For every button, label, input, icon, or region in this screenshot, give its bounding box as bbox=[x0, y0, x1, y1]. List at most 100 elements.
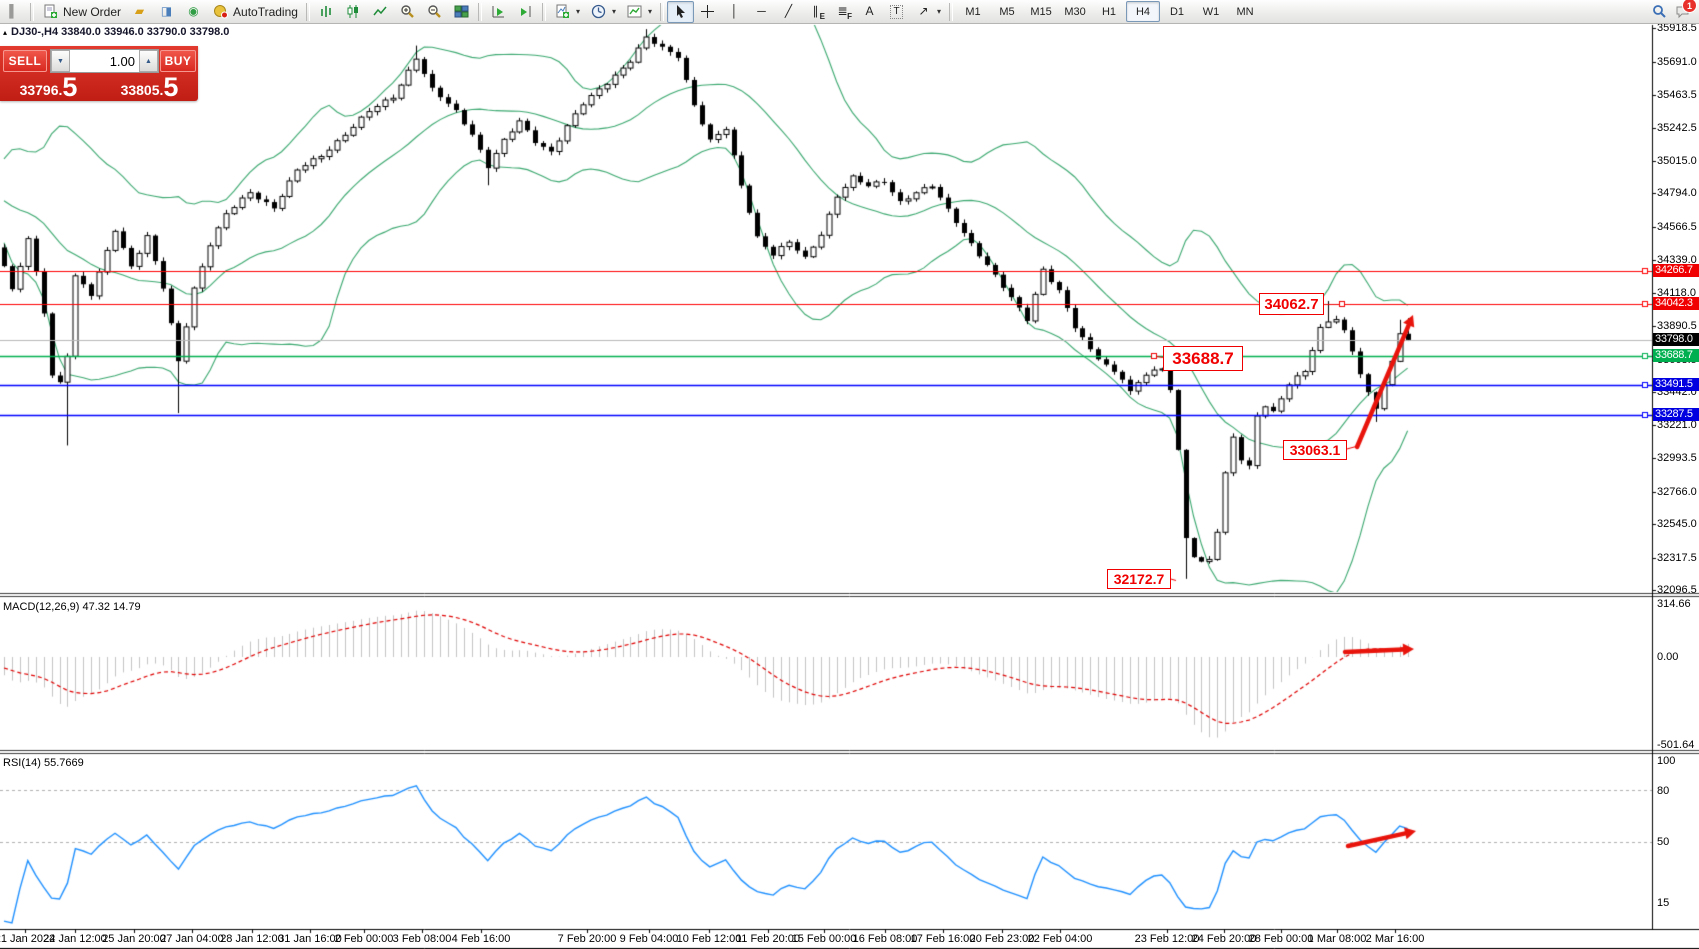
horizontal-line-button[interactable]: ─ bbox=[748, 1, 775, 23]
auto-scroll-button[interactable] bbox=[485, 1, 512, 23]
rsi-axis-tick: 100 bbox=[1657, 755, 1676, 767]
rsi-axis-tick: 80 bbox=[1657, 785, 1670, 797]
price-axis-tick: 34118.0 bbox=[1657, 286, 1696, 299]
line-chart-button[interactable] bbox=[367, 1, 394, 23]
price-annotation[interactable]: 33063.1 bbox=[1283, 440, 1347, 460]
price-axis-tick: 34794.0 bbox=[1657, 187, 1697, 200]
volume-increase-button[interactable]: ▲ bbox=[139, 50, 158, 72]
cursor-icon bbox=[672, 3, 689, 20]
tile-windows-button[interactable] bbox=[448, 1, 475, 23]
price-axis-tick: 33221.0 bbox=[1657, 418, 1697, 431]
zoom-out-button[interactable] bbox=[421, 1, 448, 23]
time-axis-label: 10 Feb 12:00 bbox=[676, 933, 742, 945]
timeframe-button-w1[interactable]: W1 bbox=[1202, 5, 1220, 18]
quote-header: ▴ DJ30-,H4 33840.0 33946.0 33790.0 33798… bbox=[3, 26, 229, 38]
cursor-button[interactable] bbox=[667, 0, 694, 23]
main-toolbar: ▌ New Order ▰ ◨ ◉ AutoTrading ▾ ▾ ▾ │ ─ ╱ ∥ E ≣ F A T… bbox=[0, 0, 1699, 24]
search-icon[interactable] bbox=[1651, 3, 1668, 20]
time-axis-label: 23 Feb 12:00 bbox=[1134, 933, 1200, 945]
trendline-icon: ╱ bbox=[784, 4, 793, 18]
crosshair-button[interactable] bbox=[694, 1, 721, 23]
time-axis-label: 17 Feb 16:00 bbox=[910, 933, 976, 945]
sell-button[interactable]: SELL bbox=[3, 50, 47, 72]
price-axis-chip: 33491.5 bbox=[1653, 377, 1699, 391]
new-chart-button[interactable]: ▾ bbox=[549, 1, 585, 23]
macd-axis-tick: 314.66 bbox=[1657, 598, 1691, 610]
price-annotation[interactable]: 32172.7 bbox=[1107, 569, 1171, 589]
notification-badge: 1 bbox=[1682, 0, 1697, 13]
time-axis-label: 21 Jan 2022 bbox=[0, 933, 56, 945]
price-annotation[interactable]: 34062.7 bbox=[1259, 293, 1324, 315]
price-axis-tick: 35242.5 bbox=[1657, 121, 1697, 134]
price-axis-tick: 35015.0 bbox=[1657, 154, 1697, 167]
equidistant-channel-icon: ∥ E bbox=[812, 4, 826, 21]
one-click-trading-widget: SELL ▼ 1.00 ▲ BUY 33796. 5 33805. 5 bbox=[0, 46, 198, 101]
zoom-in-button[interactable] bbox=[394, 1, 421, 23]
price-axis-chip: 34266.7 bbox=[1653, 264, 1699, 277]
gold-bars-icon: ▰ bbox=[134, 4, 145, 18]
timeframe-toolbar: M1 M5 M15 M30 H1 H4 D1 W1 MN bbox=[956, 1, 1262, 22]
signals-button[interactable]: ◉ bbox=[180, 1, 207, 23]
timeframe-button-m30[interactable]: M30 bbox=[1064, 5, 1086, 18]
text-label-button[interactable]: T bbox=[883, 1, 910, 23]
volume-value[interactable]: 1.00 bbox=[109, 53, 135, 69]
buy-price[interactable]: 33805. 5 bbox=[101, 71, 198, 101]
gold-bars-button[interactable]: ▰ bbox=[126, 1, 153, 23]
dropdown-arrow-icon: ▾ bbox=[611, 7, 616, 16]
zoom-out-icon bbox=[426, 3, 443, 20]
toolbar-separator bbox=[30, 2, 34, 21]
window-edge-button[interactable]: ▌ bbox=[0, 1, 27, 23]
price-annotation[interactable]: 33688.7 bbox=[1163, 346, 1243, 371]
price-axis-tick: 35463.5 bbox=[1657, 89, 1697, 102]
timeframe-button-h4[interactable]: H4 bbox=[1126, 1, 1161, 22]
timeframe-button-mn[interactable]: MN bbox=[1236, 5, 1254, 18]
chart-shift-button[interactable] bbox=[512, 1, 539, 23]
price-axis-tick: 35691.0 bbox=[1657, 55, 1697, 68]
bar-chart-button[interactable] bbox=[313, 1, 340, 23]
autotrading-icon bbox=[212, 3, 229, 20]
time-axis-label: 16 Feb 08:00 bbox=[852, 933, 918, 945]
price-axis-chip: 34042.3 bbox=[1653, 296, 1699, 310]
price-axis-tick: 32317.5 bbox=[1657, 551, 1697, 564]
time-axis-label: 22 Feb 04:00 bbox=[1027, 933, 1093, 945]
expert-advisors-icon: ◨ bbox=[160, 4, 173, 18]
timeframe-button-m1[interactable]: M1 bbox=[965, 5, 981, 18]
window-edge-icon: ▌ bbox=[9, 4, 18, 18]
candlestick-chart-button[interactable] bbox=[340, 1, 367, 23]
time-axis-label: 11 Feb 20:00 bbox=[735, 933, 801, 945]
price-axis-chip: 33287.5 bbox=[1653, 407, 1699, 421]
new-order-button[interactable]: New Order bbox=[37, 1, 126, 23]
time-axis-label: 15 Feb 00:00 bbox=[791, 933, 857, 945]
dropdown-arrow-icon: ▾ bbox=[575, 7, 580, 16]
sell-price[interactable]: 33796. 5 bbox=[0, 71, 97, 101]
timeframe-button-m15[interactable]: M15 bbox=[1030, 5, 1052, 18]
time-axis-label: 7 Feb 20:00 bbox=[557, 933, 617, 945]
candlestick-chart-icon bbox=[345, 3, 362, 20]
volume-decrease-button[interactable]: ▼ bbox=[51, 50, 70, 72]
buy-button[interactable]: BUY bbox=[160, 50, 196, 72]
macd-label: MACD(12,26,9) 47.32 14.79 bbox=[3, 601, 141, 613]
toolbar-separator bbox=[949, 2, 954, 21]
shapes-arrows-button[interactable]: ↗ ▾ bbox=[910, 1, 946, 23]
fibonacci-button[interactable]: ≣ F bbox=[829, 1, 856, 23]
price-axis-chip: 33798.0 bbox=[1653, 332, 1699, 346]
time-axis-label: 24 Jan 12:00 bbox=[43, 933, 107, 945]
toolbar-separator bbox=[477, 2, 482, 21]
autotrading-button[interactable]: AutoTrading bbox=[207, 1, 303, 23]
expert-advisors-button[interactable]: ◨ bbox=[153, 1, 180, 23]
equidistant-channel-button[interactable]: ∥ E bbox=[802, 1, 829, 23]
text-button[interactable]: A bbox=[856, 1, 883, 23]
notifications-icon[interactable]: 1 bbox=[1674, 0, 1697, 20]
trendline-button[interactable]: ╱ bbox=[775, 1, 802, 23]
collapse-triangle-icon[interactable]: ▴ bbox=[3, 27, 8, 37]
timeframe-button-d1[interactable]: D1 bbox=[1169, 5, 1185, 18]
horizontal-line-icon: ─ bbox=[757, 4, 766, 18]
vertical-line-button[interactable]: │ bbox=[721, 1, 748, 23]
periods-clock-button[interactable]: ▾ bbox=[585, 1, 621, 23]
time-axis-label: 2 Feb 00:00 bbox=[334, 933, 394, 945]
volume-spinner: ▼ 1.00 ▲ bbox=[50, 49, 159, 73]
timeframe-button-h1[interactable]: H1 bbox=[1101, 5, 1117, 18]
templates-button[interactable]: ▾ bbox=[621, 1, 657, 23]
timeframe-button-m5[interactable]: M5 bbox=[999, 5, 1015, 18]
